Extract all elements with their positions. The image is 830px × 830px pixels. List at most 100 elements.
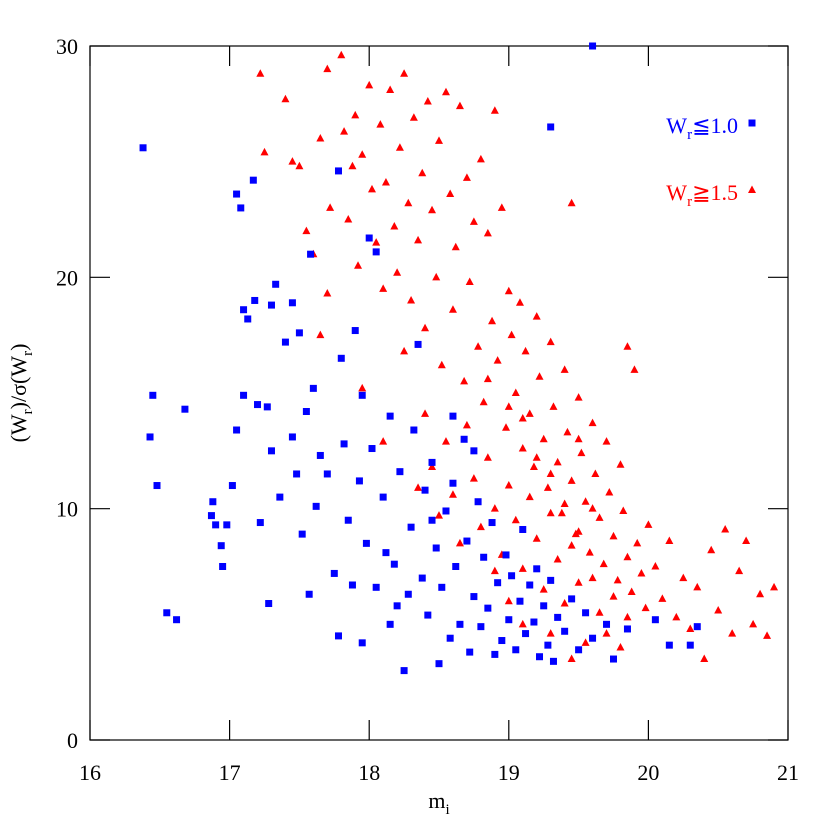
point	[146, 433, 154, 441]
point	[281, 94, 290, 103]
point	[595, 513, 604, 521]
point	[574, 527, 583, 535]
point	[163, 609, 171, 617]
point	[756, 589, 765, 598]
point	[530, 618, 538, 626]
point	[449, 479, 457, 487]
point	[518, 413, 527, 422]
point	[613, 575, 622, 584]
point	[448, 490, 457, 498]
point	[449, 412, 457, 420]
point	[574, 434, 583, 443]
point	[588, 573, 597, 582]
point	[581, 638, 590, 646]
point	[543, 483, 552, 491]
point	[455, 101, 464, 110]
point	[153, 482, 161, 490]
point	[437, 360, 446, 369]
point	[368, 445, 376, 453]
x-axis-label: mi	[428, 788, 449, 818]
point	[265, 600, 273, 608]
point	[212, 521, 220, 529]
point	[421, 409, 430, 417]
point	[240, 306, 248, 314]
point	[393, 268, 402, 276]
point	[560, 365, 569, 373]
point	[379, 437, 388, 445]
point	[497, 203, 506, 211]
point	[428, 458, 436, 466]
point	[367, 184, 376, 193]
point	[504, 286, 513, 295]
point	[466, 648, 474, 656]
point	[421, 486, 429, 494]
point	[515, 298, 524, 306]
point	[518, 619, 527, 628]
legend-label: Wr≧1.5	[666, 180, 738, 210]
point	[623, 612, 632, 621]
point	[749, 619, 758, 628]
point	[414, 235, 423, 244]
point	[326, 203, 335, 211]
point	[181, 405, 189, 413]
point	[547, 123, 555, 131]
point	[488, 316, 497, 325]
point	[574, 578, 583, 586]
point	[309, 384, 317, 392]
subscript: i	[445, 802, 449, 818]
point	[462, 173, 471, 181]
point	[233, 190, 241, 198]
point	[414, 483, 423, 491]
point	[589, 634, 597, 642]
point	[493, 356, 502, 364]
point	[404, 590, 412, 598]
point	[644, 520, 653, 528]
point	[288, 299, 296, 307]
point	[589, 42, 597, 50]
point	[588, 418, 597, 427]
x-tick-label: 17	[219, 760, 241, 785]
point	[249, 176, 257, 184]
point	[441, 87, 450, 96]
point	[610, 655, 617, 663]
point	[323, 470, 331, 478]
point	[428, 462, 437, 471]
point	[435, 660, 443, 668]
plot-frame	[89, 45, 789, 741]
point	[446, 189, 455, 198]
point	[358, 150, 367, 158]
point	[337, 50, 346, 59]
point	[539, 434, 548, 443]
point	[409, 113, 418, 121]
point	[508, 572, 516, 580]
point	[560, 599, 569, 607]
point	[365, 234, 373, 242]
point	[521, 346, 530, 355]
point	[679, 573, 688, 582]
point	[507, 330, 516, 339]
point	[233, 426, 241, 434]
point	[602, 629, 611, 637]
text-part: ≧1.5	[692, 180, 738, 205]
point	[334, 167, 342, 175]
point	[574, 393, 583, 401]
text-part: )	[6, 344, 31, 351]
point	[382, 549, 390, 557]
point	[546, 629, 555, 637]
point	[465, 277, 474, 285]
point	[518, 444, 527, 452]
point	[281, 338, 289, 346]
point	[276, 493, 284, 501]
point	[223, 521, 231, 529]
point	[483, 453, 492, 461]
point	[549, 657, 557, 665]
point	[616, 460, 625, 468]
point	[390, 560, 398, 568]
point	[540, 602, 548, 610]
point	[516, 597, 524, 605]
point	[504, 596, 513, 605]
point	[539, 585, 548, 593]
point	[686, 641, 694, 649]
point	[219, 563, 227, 570]
point	[263, 403, 271, 411]
